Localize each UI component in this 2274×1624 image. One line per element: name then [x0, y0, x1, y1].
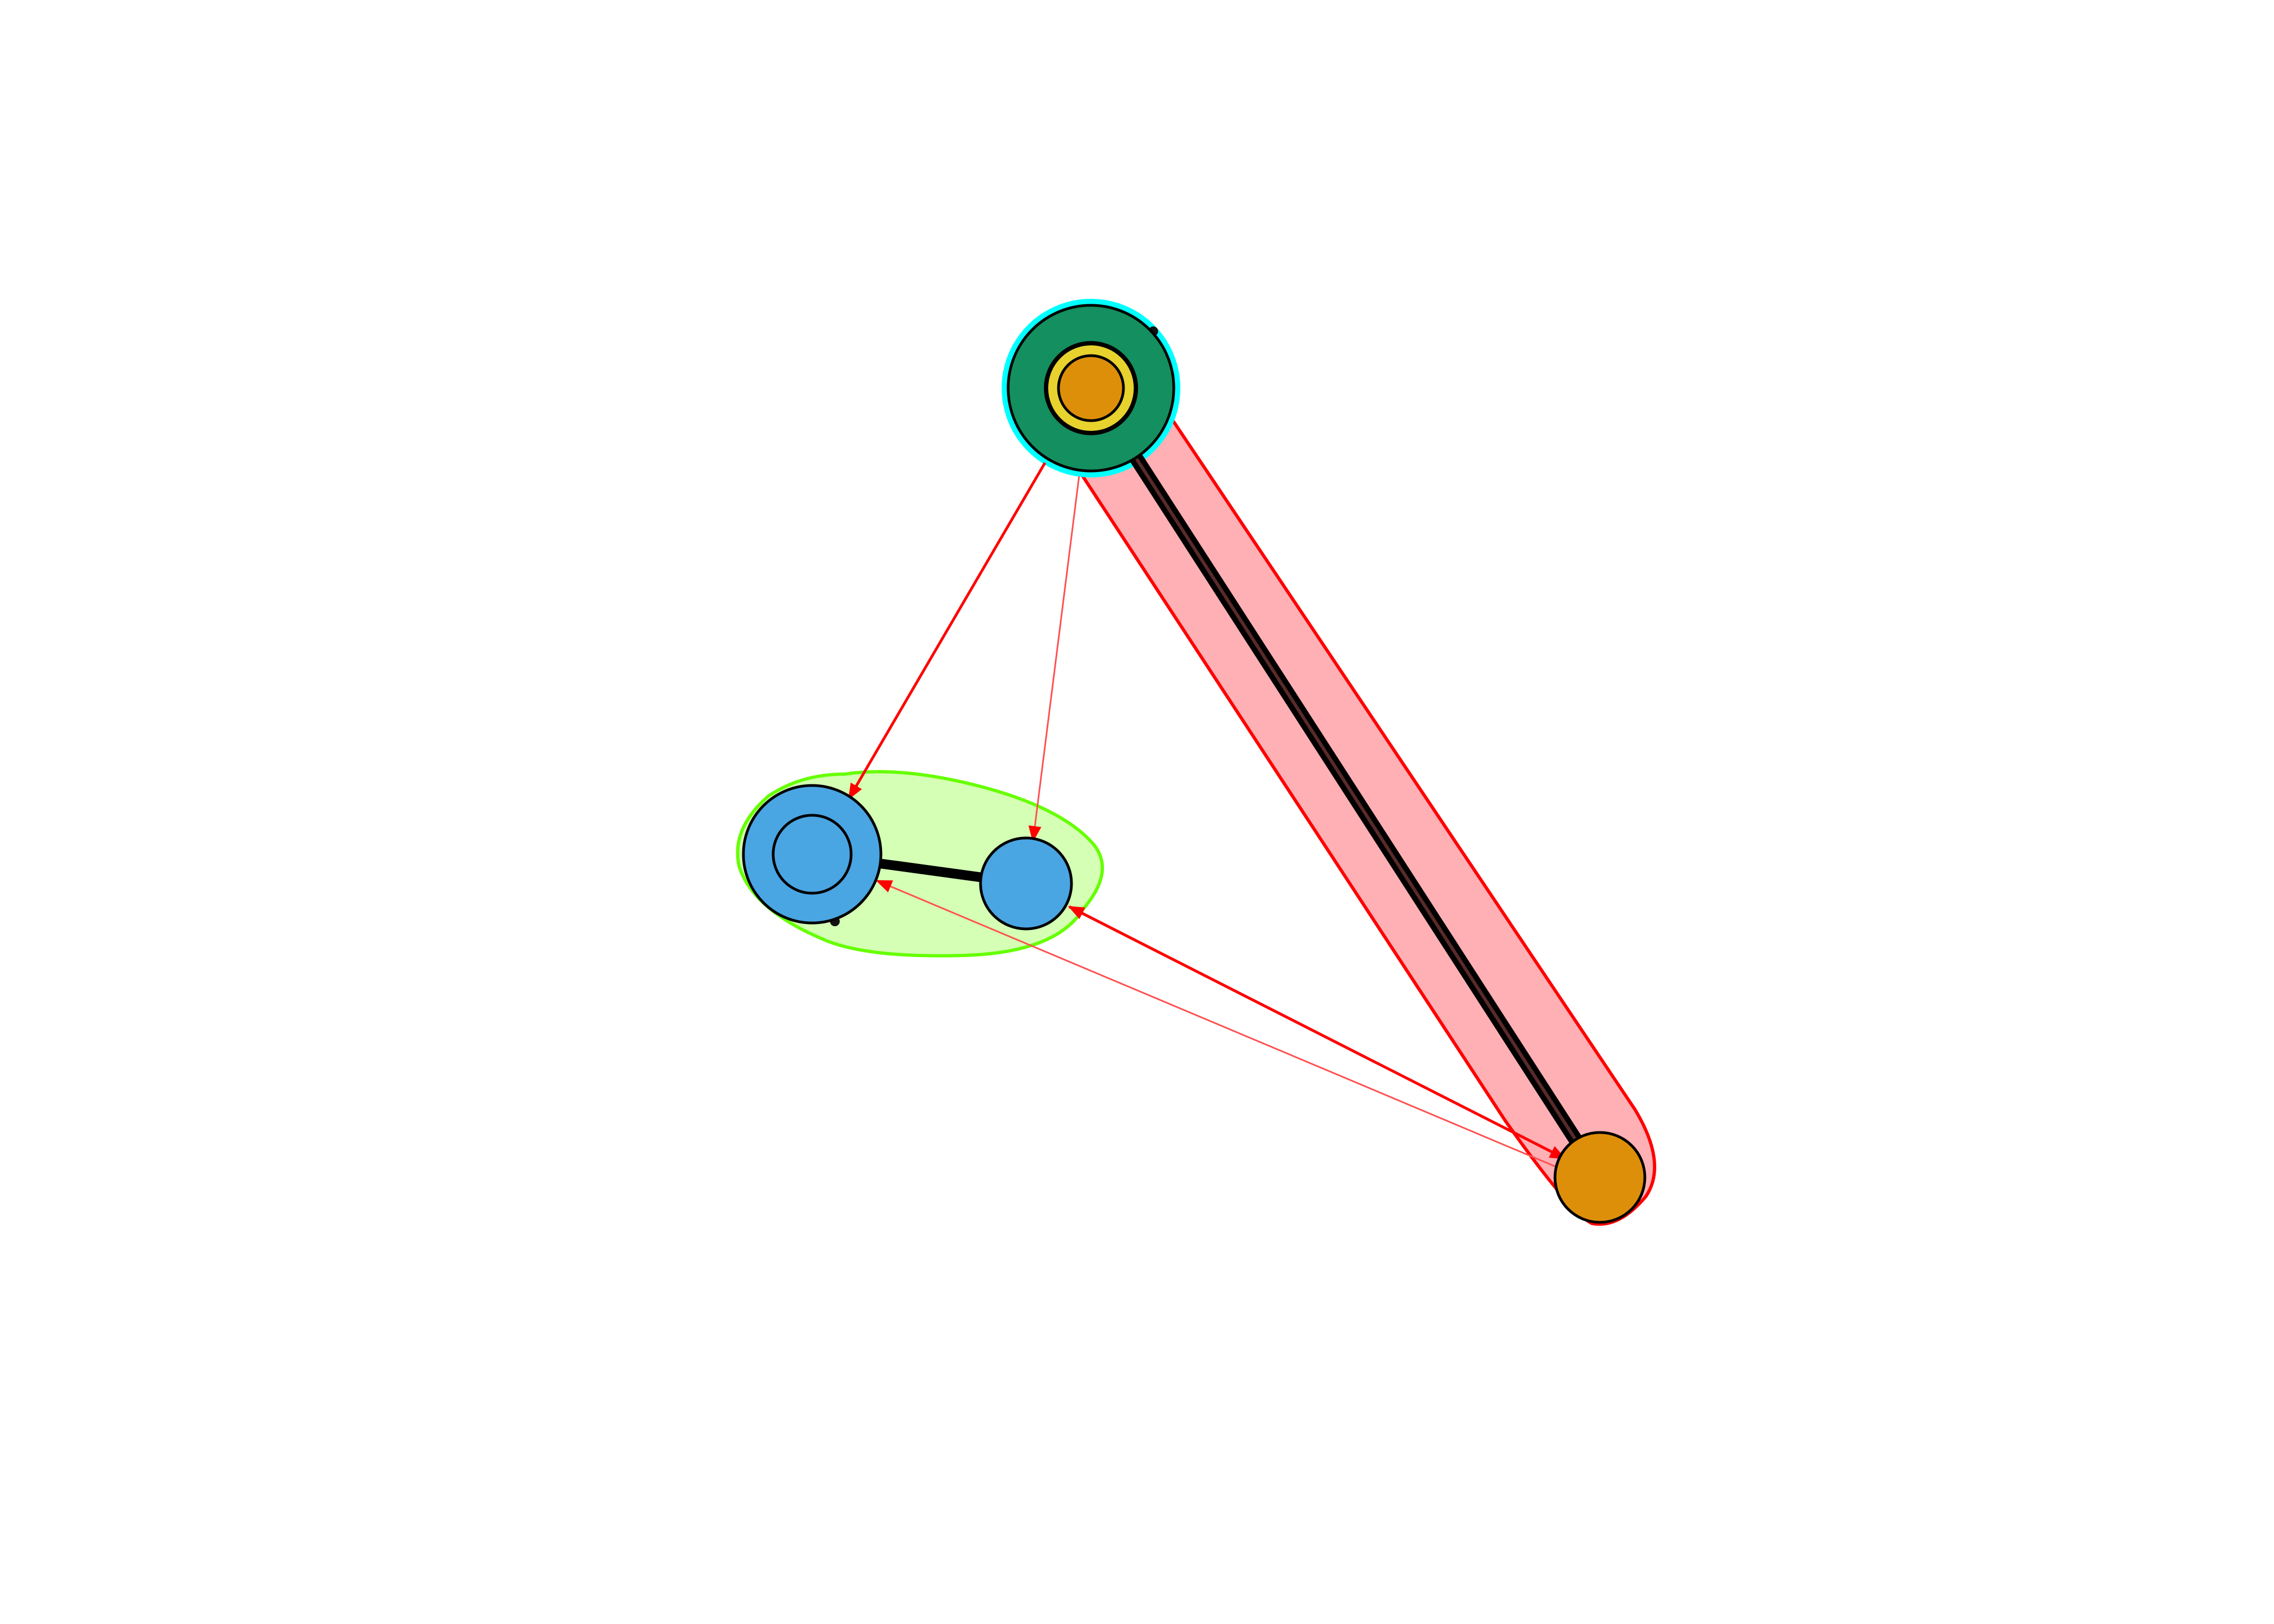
node-n1 — [1007, 304, 1175, 473]
n3-circle — [979, 836, 1073, 931]
group-hulls — [736, 299, 1656, 1226]
nodes — [742, 304, 1646, 1224]
n2-inner — [772, 814, 853, 895]
edge-n4-n2 — [875, 880, 1563, 1170]
node-n3 — [979, 836, 1073, 931]
node-n2 — [742, 784, 883, 925]
edge-n4-n3 — [1068, 905, 1566, 1160]
edge-n1-n2 — [847, 462, 1047, 800]
edge-n1-n3 — [1028, 476, 1080, 842]
n1-core — [1057, 354, 1125, 422]
node-n4 — [1553, 1131, 1646, 1224]
edge-n1-n4-inner — [1089, 387, 1602, 1178]
directed-edges — [847, 462, 1566, 1170]
n4-circle — [1553, 1131, 1646, 1224]
